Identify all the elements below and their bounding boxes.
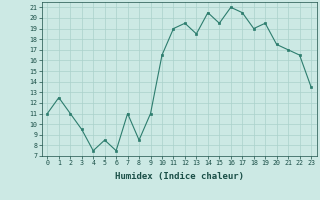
X-axis label: Humidex (Indice chaleur): Humidex (Indice chaleur) — [115, 172, 244, 181]
